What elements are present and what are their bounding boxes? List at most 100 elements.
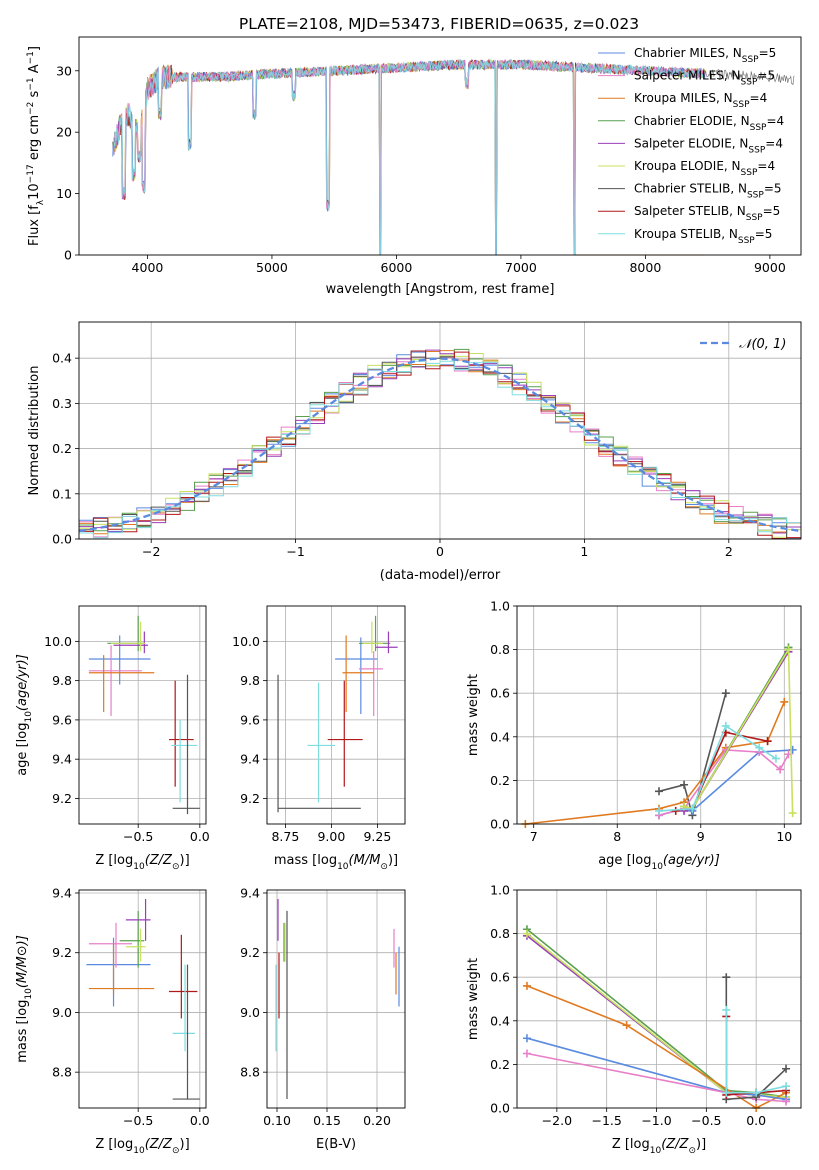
x-tick-label: 0.0 (746, 1113, 766, 1128)
y-tick-label: 0.6 (490, 686, 510, 701)
marker-gray (782, 1064, 791, 1073)
marker-gray (722, 973, 731, 982)
weight-vs-age-panel: 7 8 9 10 0.0 0.2 0.4 0.6 0.8 1.0 age [log10(age/yr… (466, 599, 802, 872)
y-tick-label: 0.0 (490, 817, 510, 832)
y-tick-label: 9.0 (52, 1005, 72, 1020)
marker-yellowgreen (784, 645, 793, 654)
marker-blue (788, 745, 797, 754)
age-vs-metallicity-panel: −0.5 0.0 9.2 9.4 9.6 9.8 10.0 Z [log10(Z/Z⊙)] ag… (15, 605, 210, 872)
legend-entry: Chabrier MILES, NSSP=5 (634, 46, 776, 65)
y-tick-label: 9.6 (52, 712, 72, 727)
marker-blue (522, 1034, 531, 1043)
y-tick-label: 0.4 (490, 1013, 510, 1028)
y-tick-label: 8.8 (240, 1065, 260, 1080)
y-tick-label: 9.2 (240, 791, 260, 806)
marker-pink (522, 1049, 531, 1058)
x-tick-label: 6000 (381, 260, 413, 275)
x-tick-label: 0.20 (363, 1113, 391, 1128)
y-tick-label: 9.4 (52, 752, 72, 767)
mass-vs-ebv-panel: 0.10 0.15 0.20 8.8 9.0 9.2 9.4 E(B-V) (240, 885, 406, 1152)
marker-cyan (755, 743, 764, 752)
y-tick-label: 0 (64, 248, 72, 263)
y-tick-label: 30 (56, 63, 72, 78)
y-tick-label: 0.2 (490, 773, 510, 788)
x-tick-label: 5000 (256, 260, 288, 275)
y-tick-label: 0.3 (52, 396, 72, 411)
axes-frame (78, 889, 207, 1109)
y-tick-label: 9.2 (240, 945, 260, 960)
normal-curve (78, 357, 802, 533)
axes-frame (516, 889, 802, 1109)
y-tick-label: 9.8 (240, 673, 260, 688)
mass-vs-metallicity-panel: −0.5 0.0 8.8 9.0 9.2 9.4 Z [log10(Z/Z⊙)] mass [… (15, 885, 210, 1156)
y-tick-label: 0.0 (490, 1101, 510, 1116)
x-tick-label: 8000 (629, 260, 661, 275)
marker-red (763, 737, 772, 746)
marker-cyan (688, 804, 697, 813)
y-tick-label: 10.0 (232, 634, 260, 649)
spectrum-line-gray (112, 58, 795, 256)
spectrum-line-blue (112, 58, 706, 256)
x-tick-label: −0.5 (691, 1113, 721, 1128)
y-tick-label: 0.2 (52, 441, 72, 456)
marker-orange (622, 1021, 631, 1030)
spectrum-line-cyan (114, 58, 706, 256)
marker-cyan (752, 1088, 761, 1097)
y-axis-label: Flux [fλ10−17 erg cm−2 s−1 A−1] (26, 46, 46, 246)
x-tick-label: 4000 (132, 260, 164, 275)
y-tick-label: 9.8 (52, 673, 72, 688)
spectrum-line-red (114, 59, 706, 256)
x-tick-label: −0.5 (123, 1113, 153, 1128)
histogram-gray (79, 356, 801, 540)
legend-entry: Salpeter STELIB, NSSP=5 (634, 204, 780, 223)
x-tick-label: 7 (530, 829, 538, 844)
residuals-panel: −2 −1 0 1 2 0.0 0.1 0.2 0.3 0.4 𝒩(0, 1) (data-model… (27, 321, 802, 583)
x-axis-label: age [log10(age/yr)] (598, 853, 720, 872)
x-axis-label: Z [log10(Z/Z⊙)] (95, 1137, 189, 1156)
weight-line-green (526, 928, 787, 1098)
x-tick-label: 0.0 (190, 1113, 210, 1128)
spectrum-panel: 4000 5000 6000 7000 8000 9000 0 10 20 30 wavelengt… (26, 36, 802, 297)
y-tick-label: 0.8 (490, 642, 510, 657)
x-tick-label: 9 (697, 829, 705, 844)
weight-line-yellowgreen (683, 646, 794, 814)
y-tick-label: 9.4 (240, 885, 260, 900)
marker-pink (776, 765, 785, 774)
weight-vs-metallicity-panel: −2.0 −1.5 −1.0 −0.5 0.0 0.0 0.2 0.4 0.6 0.8 1.0 Z [… (466, 883, 802, 1156)
marker-gray (721, 689, 730, 698)
x-tick-label: −2.0 (542, 1113, 572, 1128)
y-tick-label: 0.2 (490, 1057, 510, 1072)
y-tick-label: 0.0 (52, 532, 72, 547)
axes-frame (78, 605, 207, 825)
y-tick-label: 9.4 (240, 752, 260, 767)
x-tick-label: 0.0 (190, 829, 210, 844)
x-axis-label: mass [log10(M/M⊙)] (274, 853, 398, 872)
x-tick-label: 9.25 (363, 829, 391, 844)
y-axis-label: Normed distribution (27, 366, 42, 496)
histogram-purple (79, 349, 801, 534)
spectrum-line-yellowgreen (113, 59, 706, 256)
x-tick-label: 8.75 (271, 829, 299, 844)
marker-gray (680, 780, 689, 789)
y-tick-label: 8.8 (52, 1065, 72, 1080)
y-axis-label: mass [log10(M/M⊙)] (15, 935, 34, 1063)
legend-entry: Salpeter MILES, NSSP=5 (634, 69, 775, 88)
legend-entry: Chabrier STELIB, NSSP=5 (634, 182, 782, 201)
marker-pink (782, 1097, 791, 1106)
marker-cyan (722, 1088, 731, 1097)
marker-cyan (722, 1005, 731, 1014)
x-tick-label: 8 (613, 829, 621, 844)
y-axis-label: mass weight (466, 958, 481, 1040)
x-axis-label: Z [log10(Z/Z⊙)] (612, 1137, 706, 1156)
spectrum-line-green (114, 59, 706, 256)
x-tick-label: −1 (286, 544, 304, 559)
x-tick-label: −1.5 (592, 1113, 622, 1128)
x-tick-label: 7000 (505, 260, 537, 275)
marker-cyan (721, 721, 730, 730)
age-vs-mass-panel: 8.75 9.00 9.25 9.2 9.4 9.6 9.8 10.0 mass [log10(… (232, 605, 406, 872)
axes-frame (516, 605, 802, 825)
legend-entry: Kroupa MILES, NSSP=4 (634, 91, 767, 110)
x-axis-label: Z [log10(Z/Z⊙)] (95, 853, 189, 872)
y-tick-label: 20 (56, 125, 72, 140)
